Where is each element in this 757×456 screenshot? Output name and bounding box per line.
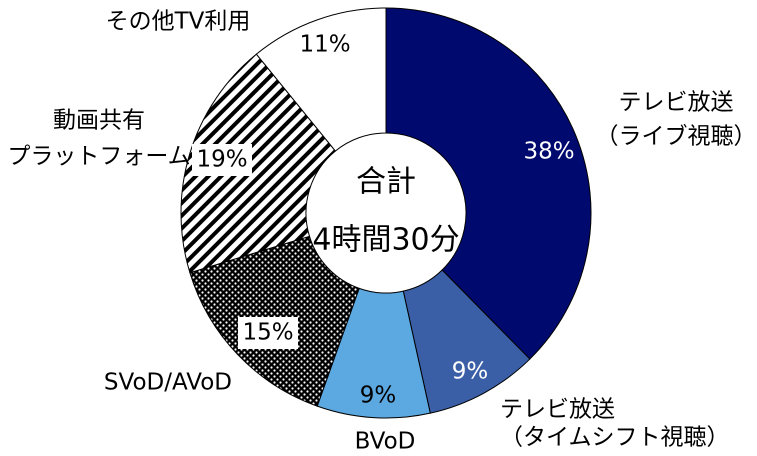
category-label: （ライブ視聴） [596, 124, 757, 150]
value-label: 9% [452, 359, 489, 385]
center-label: 合計 [356, 165, 416, 200]
category-label: その他TV利用 [106, 9, 251, 35]
category-label: プラットフォーム [7, 144, 190, 170]
value-label: 9% [360, 383, 397, 409]
category-label: BVoD [355, 429, 416, 455]
value-label: 38% [523, 139, 574, 165]
value-label: 19% [196, 147, 247, 173]
category-label: テレビ放送 [500, 397, 615, 423]
donut-slice [385, 7, 592, 360]
label-background [238, 317, 298, 349]
value-label: 15% [242, 320, 293, 346]
category-label: SVoD/AVoD [104, 370, 232, 396]
category-label: 動画共有 [53, 108, 145, 134]
category-label: テレビ放送 [619, 90, 734, 116]
value-label: 11% [299, 32, 350, 58]
category-label: （タイムシフト視聴） [500, 425, 730, 451]
center-label: 4時間30分 [312, 223, 459, 258]
donut-slice [255, 7, 387, 152]
label-background [192, 144, 252, 176]
donut-slice [180, 53, 337, 274]
